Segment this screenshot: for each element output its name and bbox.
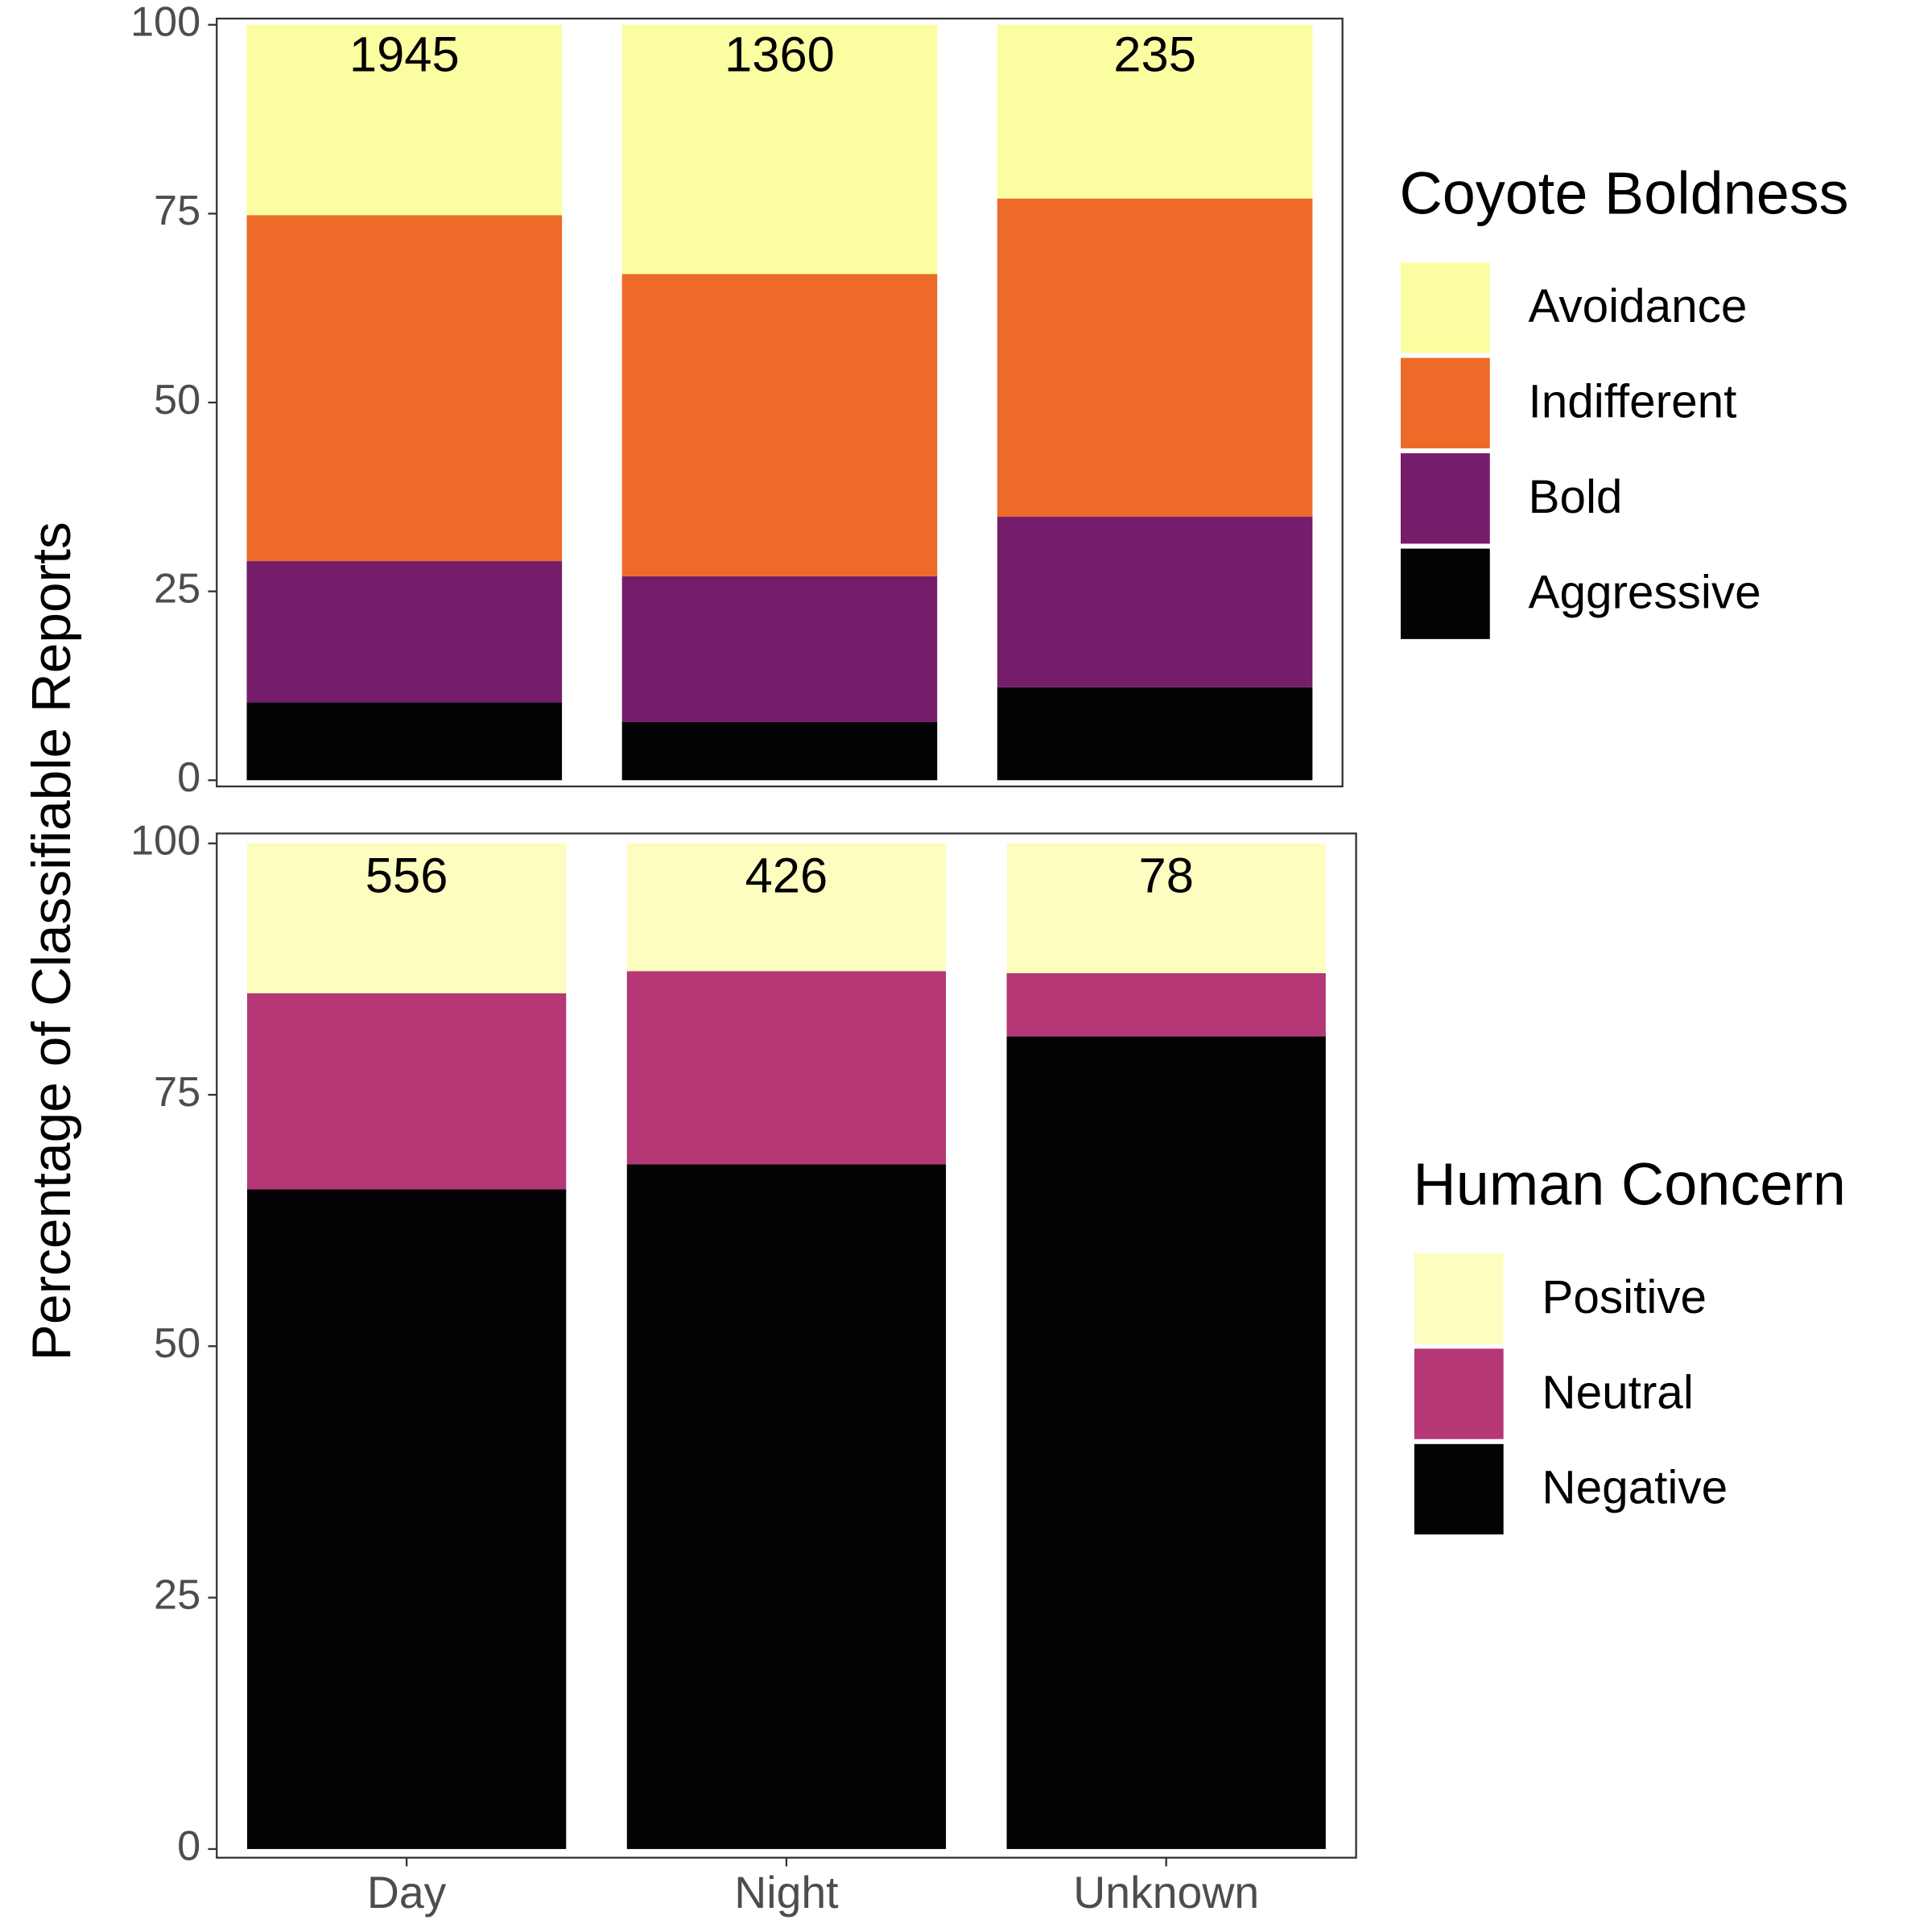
bar-segment bbox=[621, 721, 938, 781]
legend-label: Positive bbox=[1542, 1271, 1707, 1323]
legend-title: Human Concern bbox=[1413, 1150, 1846, 1217]
y-tick-label: 75 bbox=[154, 1069, 200, 1116]
total-label: 426 bbox=[745, 848, 828, 904]
legend-label: Indifferent bbox=[1528, 376, 1736, 428]
legend-key bbox=[1401, 548, 1490, 639]
total-label: 1945 bbox=[349, 27, 460, 83]
legend-label: Avoidance bbox=[1528, 280, 1747, 332]
bar-segment bbox=[621, 576, 938, 722]
x-tick-label: Unknown bbox=[1073, 1868, 1259, 1918]
bar-segment bbox=[626, 971, 947, 1165]
legend-key bbox=[1414, 1443, 1504, 1535]
legend-title: Coyote Boldness bbox=[1399, 160, 1848, 227]
bar-segment bbox=[246, 215, 563, 562]
x-tick-label: Day bbox=[367, 1868, 447, 1918]
bar-segment bbox=[997, 198, 1313, 517]
bar-segment bbox=[997, 687, 1313, 781]
bar-segment bbox=[626, 843, 947, 972]
legend-key bbox=[1401, 357, 1490, 448]
legend-label: Bold bbox=[1528, 471, 1622, 523]
legend-label: Neutral bbox=[1542, 1366, 1693, 1418]
y-axis-title: Percentage of Classifiable Reports bbox=[22, 522, 82, 1360]
total-label: 235 bbox=[1113, 27, 1196, 83]
x-tick-label: Night bbox=[734, 1868, 838, 1918]
bar-segment bbox=[621, 274, 938, 576]
legend-key bbox=[1414, 1348, 1504, 1439]
y-tick-label: 25 bbox=[154, 1571, 200, 1618]
legend-label: Aggressive bbox=[1528, 566, 1761, 618]
bar-segment bbox=[246, 24, 563, 216]
y-tick-label: 25 bbox=[154, 565, 200, 612]
bar-segment bbox=[997, 24, 1313, 199]
y-tick-label: 50 bbox=[154, 377, 200, 423]
bar-segment bbox=[246, 702, 563, 781]
y-tick-label: 75 bbox=[154, 188, 200, 234]
legend-key bbox=[1401, 262, 1490, 353]
legend-key bbox=[1401, 453, 1490, 544]
y-tick-label: 100 bbox=[130, 818, 200, 865]
y-tick-label: 50 bbox=[154, 1320, 200, 1367]
total-label: 556 bbox=[365, 848, 448, 904]
total-label: 1360 bbox=[724, 27, 835, 83]
bar-segment bbox=[1006, 1036, 1326, 1849]
bar-segment bbox=[246, 843, 567, 993]
y-tick-label: 0 bbox=[177, 754, 200, 801]
bar-segment bbox=[1006, 843, 1326, 973]
total-label: 78 bbox=[1138, 848, 1193, 904]
bar-segment bbox=[246, 993, 567, 1190]
bar-segment bbox=[626, 1164, 947, 1849]
legend-label: Negative bbox=[1542, 1462, 1728, 1514]
bar-segment bbox=[246, 1189, 567, 1849]
bar-segment bbox=[621, 24, 938, 275]
y-tick-label: 100 bbox=[130, 0, 200, 46]
y-tick-label: 0 bbox=[177, 1823, 200, 1870]
bar-segment bbox=[997, 516, 1313, 687]
legend-key bbox=[1414, 1253, 1504, 1344]
bar-segment bbox=[246, 561, 563, 703]
bar-segment bbox=[1006, 972, 1326, 1037]
